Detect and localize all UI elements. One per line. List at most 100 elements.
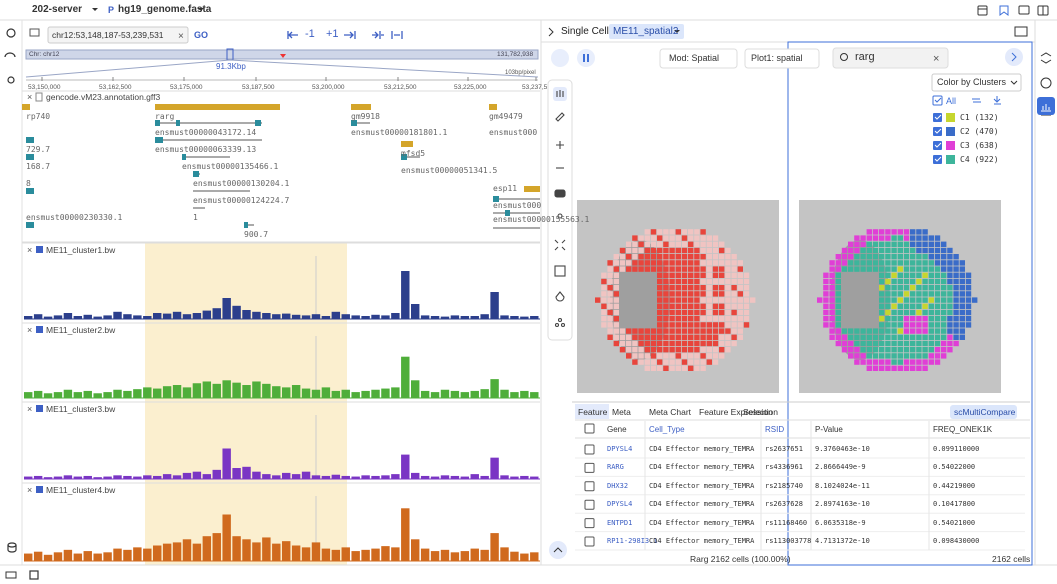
spot — [941, 247, 947, 254]
color-by-label[interactable]: Color by Clusters — [937, 77, 1007, 87]
spot — [903, 365, 910, 371]
download-icon[interactable] — [993, 96, 1001, 105]
zoom-out[interactable]: -1 — [305, 28, 315, 40]
panel-icon[interactable] — [1014, 26, 1028, 37]
next-button[interactable] — [1005, 48, 1023, 66]
gene-label: 1 — [193, 213, 198, 222]
spot — [866, 235, 872, 241]
plot-select-label[interactable]: Plot1: spatial — [751, 53, 803, 63]
spot — [657, 291, 663, 297]
sort-icon[interactable] — [972, 98, 981, 103]
checkbox[interactable] — [932, 95, 943, 106]
signal-bar — [192, 313, 202, 319]
scroll-top-button[interactable] — [549, 541, 567, 559]
table-tab[interactable]: Selection — [743, 407, 778, 417]
legend-label[interactable]: C4 (922) — [960, 155, 999, 164]
tab-label[interactable]: ME11_spatial2 — [613, 26, 679, 37]
table-tab[interactable]: Meta Chart — [649, 407, 692, 417]
table-cell[interactable]: ENTPD1 — [607, 518, 633, 527]
signal-bar — [202, 310, 212, 319]
table-cell[interactable]: RP11-298I3.1 — [607, 537, 658, 545]
spot — [688, 340, 694, 347]
table-cell[interactable]: DPYSL4 — [607, 445, 633, 453]
table-tab[interactable]: Meta — [612, 407, 631, 417]
track-icon — [36, 405, 43, 412]
sidebar-icons[interactable] — [4, 28, 39, 580]
spot — [657, 365, 663, 371]
track-name[interactable]: ME11_cluster1.bw — [46, 245, 116, 255]
menu-icon[interactable] — [29, 28, 40, 37]
spot — [607, 272, 613, 278]
top-icons[interactable] — [977, 5, 1049, 16]
spot — [688, 266, 694, 272]
compare-button[interactable] — [950, 405, 1017, 419]
column-header[interactable]: RSID — [765, 425, 785, 434]
spot — [613, 340, 619, 347]
tool-button[interactable] — [551, 49, 569, 67]
zoom-in[interactable]: +1 — [326, 28, 339, 40]
legend-label[interactable]: C3 (638) — [960, 141, 999, 150]
dropdown-icon[interactable] — [674, 30, 680, 33]
clear-icon[interactable]: × — [933, 53, 939, 65]
spot — [916, 241, 922, 247]
spot — [891, 347, 897, 353]
color-select[interactable] — [931, 73, 1022, 92]
spot — [916, 278, 922, 285]
column-header[interactable]: Cell_Type — [649, 425, 685, 434]
track-name[interactable]: ME11_cluster4.bw — [46, 485, 116, 495]
all-label[interactable]: All — [946, 96, 957, 106]
table-tab[interactable]: Feature Expression — [699, 407, 773, 417]
dropdown-icon[interactable] — [92, 8, 98, 11]
plot-select[interactable] — [744, 48, 820, 69]
tool-button[interactable] — [577, 49, 595, 67]
spot — [947, 291, 953, 297]
spot — [731, 297, 737, 303]
locus-input[interactable] — [47, 26, 189, 44]
bottom-icon[interactable] — [5, 571, 17, 579]
go-button[interactable]: GO — [194, 30, 209, 40]
signal-bar — [490, 457, 499, 479]
dropdown-icon[interactable] — [198, 8, 204, 11]
table-cell[interactable]: DPYSL4 — [607, 500, 633, 509]
toolbar-icons[interactable] — [553, 87, 567, 328]
mod-select[interactable] — [659, 48, 738, 69]
genome-name[interactable]: hg19_genome.fasta — [118, 4, 212, 15]
spot — [965, 297, 972, 303]
tab-active[interactable] — [575, 404, 609, 419]
spot — [657, 353, 663, 359]
spot — [953, 316, 959, 322]
gene-label: ensmust00000181801.1 — [351, 128, 448, 137]
expand-icon[interactable] — [548, 27, 554, 37]
column-header[interactable]: FREQ_ONEK1K — [933, 425, 993, 434]
table-cell: rs2185740 — [765, 481, 803, 490]
spot — [897, 229, 903, 235]
legend-label[interactable]: C1 (132) — [960, 113, 999, 122]
column-header[interactable]: Gene — [607, 425, 627, 434]
tab-active[interactable] — [609, 24, 684, 39]
spot — [879, 322, 885, 328]
close-icon[interactable]: × — [27, 92, 32, 102]
track-name[interactable]: ME11_cluster3.bw — [46, 404, 116, 414]
column-header[interactable]: P-Value — [815, 425, 843, 434]
spot — [916, 254, 922, 260]
search-box[interactable] — [832, 47, 949, 69]
spot — [879, 334, 885, 340]
signal-bar — [133, 389, 142, 398]
table-tab[interactable]: Feature — [578, 407, 608, 417]
spot — [644, 235, 650, 241]
table-cell[interactable]: RARG — [607, 463, 624, 472]
spot — [613, 303, 619, 309]
spot — [601, 291, 607, 297]
mod-select-label[interactable]: Mod: Spatial — [669, 53, 720, 63]
legend-label[interactable]: C2 (470) — [960, 127, 999, 136]
track-name[interactable]: ME11_cluster2.bw — [46, 325, 116, 335]
table-cell[interactable]: DHX32 — [607, 481, 629, 490]
signal-bar — [520, 390, 529, 398]
spot — [897, 365, 903, 371]
nav-icons[interactable] — [287, 31, 403, 39]
compare-button-label[interactable]: scMultiCompare — [954, 407, 1016, 417]
spot — [613, 272, 619, 278]
signal-bar — [123, 390, 132, 398]
clear-icon[interactable]: × — [178, 31, 184, 42]
server-name[interactable]: 202-server — [32, 4, 83, 15]
